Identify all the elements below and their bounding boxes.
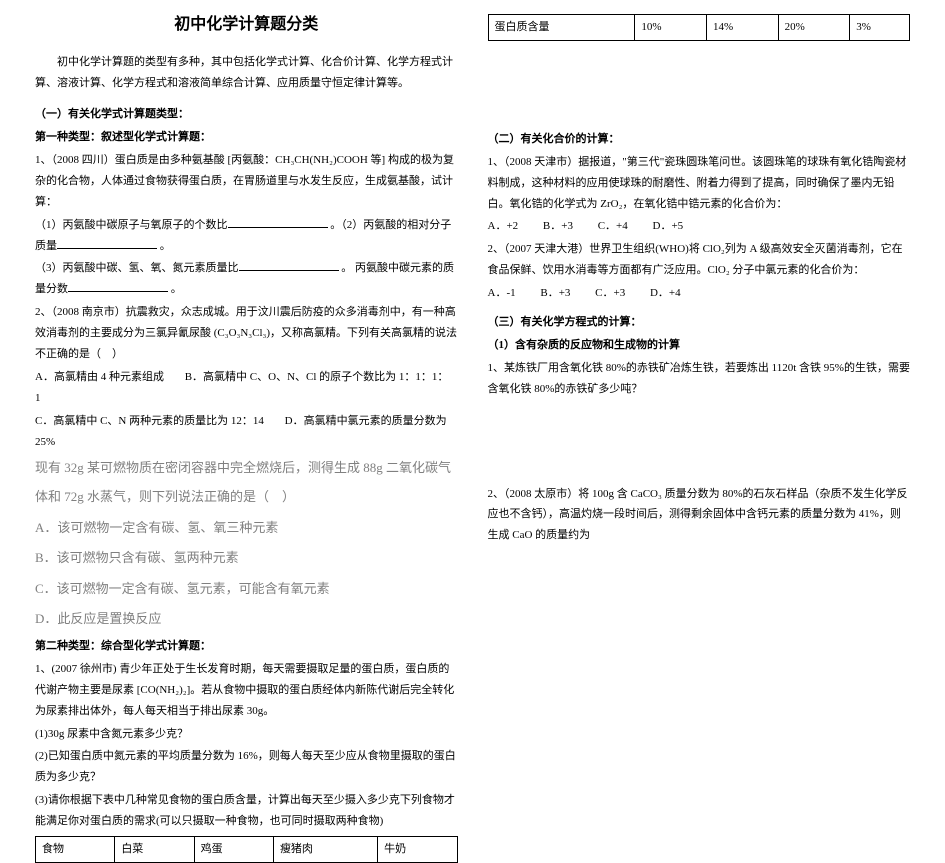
val-2: 14% xyxy=(706,15,778,41)
blank-2 xyxy=(57,237,157,249)
q1-part3: （3）丙氨酸中碳、氢、氧、氮元素质量比 。 丙氨酸中碳元素的质量分数 。 xyxy=(35,258,458,300)
section1-head: （一）有关化学式计算题类型： xyxy=(35,104,458,125)
blank-3 xyxy=(239,259,339,271)
gray-opt-c: C．该可燃物一定含有碳、氢元素，可能含有氧元素 xyxy=(35,575,458,604)
row-label: 蛋白质含量 xyxy=(488,15,635,41)
blank-1 xyxy=(228,216,328,228)
r4-stem: 2、（2008 太原市）将 100g 含 CaCO₃ 质量分数为 80%的石灰石… xyxy=(488,484,911,547)
spacer xyxy=(488,41,911,81)
section3-head: （三）有关化学方程式的计算： xyxy=(488,312,911,333)
type2-head: 第二种类型：综合型化学式计算题： xyxy=(35,636,458,657)
r2-stem: 2、（2007 天津大港）世界卫生组织(WHO)将 ClO₂列为 A 级高效安全… xyxy=(488,239,911,281)
q3-part1: (1)30g 尿素中含氮元素多少克？ xyxy=(35,724,458,745)
section3-sub: （1）含有杂质的反应物和生成物的计算 xyxy=(488,335,911,356)
blank-4 xyxy=(68,280,168,292)
intro-text: 初中化学计算题的类型有多种，其中包括化学式计算、化合价计算、化学方程式计算、溶液… xyxy=(35,52,458,94)
section2-head: （二）有关化合价的计算： xyxy=(488,129,911,150)
r1-options: A．+2 B．+3 C．+4 D．+5 xyxy=(488,216,911,237)
gray-opt-a: A．该可燃物一定含有碳、氢、氧三种元素 xyxy=(35,514,458,543)
r3-stem: 1、某炼铁厂用含氧化铁 80%的赤铁矿冶炼生铁，若要炼出 1120t 含铁 95… xyxy=(488,358,911,400)
val-3: 20% xyxy=(778,15,850,41)
page-title: 初中化学计算题分类 xyxy=(35,10,458,40)
gray-opt-d: D．此反应是置换反应 xyxy=(35,605,458,634)
q2-line-ab: A．高氯精由 4 种元素组成 B．高氯精中 C、O、N、Cl 的原子个数比为 1… xyxy=(35,367,458,409)
spacer4 xyxy=(488,442,911,482)
r2-options: A．-1 B．+3 C．+3 D．+4 xyxy=(488,283,911,304)
q2-line-cd: C．高氯精中 C、N 两种元素的质量比为 12：14 D．高氯精中氯元素的质量分… xyxy=(35,411,458,453)
gray-stem: 现有 32g 某可燃物质在密闭容器中完全燃烧后，测得生成 88g 二氧化碳气体和… xyxy=(35,454,458,511)
r1-stem: 1、（2008 天津市）据报道，"第三代"瓷珠圆珠笔问世。该圆珠笔的球珠有氧化锆… xyxy=(488,152,911,215)
protein-content-table: 蛋白质含量 10% 14% 20% 3% xyxy=(488,14,911,41)
th-2: 鸡蛋 xyxy=(194,837,273,863)
th-3: 瘦猪肉 xyxy=(273,837,377,863)
th-food: 食物 xyxy=(36,837,115,863)
spacer3 xyxy=(488,402,911,442)
gray-opt-b: B．该可燃物只含有碳、氢两种元素 xyxy=(35,544,458,573)
val-1: 10% xyxy=(635,15,707,41)
q1-parts12: （1）丙氨酸中碳原子与氧原子的个数比 。（2）丙氨酸的相对分子质量 。 xyxy=(35,215,458,257)
food-table-header: 食物 白菜 鸡蛋 瘦猪肉 牛奶 xyxy=(35,836,458,863)
q3-part3: (3)请你根据下表中几种常见食物的蛋白质含量，计算出每天至少摄入多少克下列食物才… xyxy=(35,790,458,832)
val-4: 3% xyxy=(850,15,910,41)
q3-part2: (2)已知蛋白质中氮元素的平均质量分数为 16%，则每人每天至少应从食物里摄取的… xyxy=(35,746,458,788)
spacer2 xyxy=(488,81,911,121)
th-1: 白菜 xyxy=(115,837,194,863)
q2-stem: 2、（2008 南京市）抗震救灾，众志成城。用于汶川震后防疫的众多消毒剂中，有一… xyxy=(35,302,458,365)
q3-stem: 1、(2007 徐州市) 青少年正处于生长发育时期，每天需要摄取足量的蛋白质，蛋… xyxy=(35,659,458,722)
q1-stem: 1、（2008 四川）蛋白质是由多种氨基酸 [丙氨酸：CH₃CH(NH₂)COO… xyxy=(35,150,458,213)
type1-head: 第一种类型：叙述型化学式计算题： xyxy=(35,127,458,148)
th-4: 牛奶 xyxy=(378,837,457,863)
